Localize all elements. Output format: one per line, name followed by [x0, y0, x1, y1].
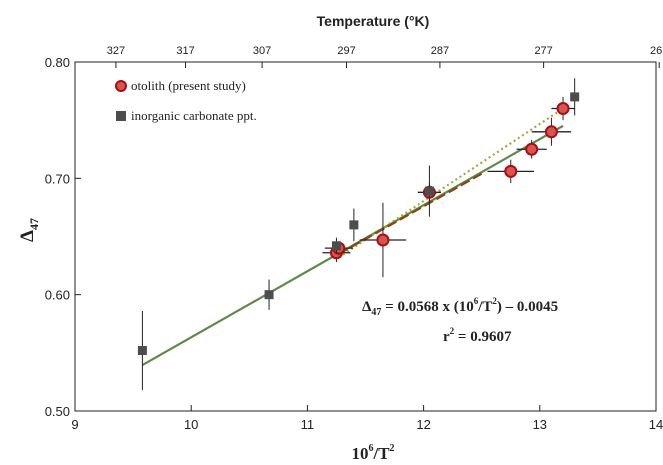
otolith-point: [504, 164, 518, 178]
r-squared-annotation: r2 = 0.9607: [443, 326, 512, 345]
inorganic-point: [424, 186, 434, 196]
axes: 9 10 11 12 13 14 0.50 0.60 0.70 0.80 327 317 307 297 2…: [45, 45, 663, 432]
x-tick-label: 9: [71, 417, 78, 432]
x-tick-label: 13: [533, 417, 547, 432]
y-axis-label: Δ47: [17, 218, 41, 242]
top-tick-label: 297: [337, 45, 355, 57]
top-tick-label: 307: [253, 45, 271, 57]
top-tick-label: 277: [534, 45, 552, 57]
fit-line-dotted: [338, 107, 564, 259]
y-tick-label: 0.70: [45, 171, 70, 186]
otolith-point: [525, 142, 539, 156]
equation-annotation: Δ47 = 0.0568 x (106/T2) – 0.0045: [362, 296, 558, 318]
plot-frame: [74, 61, 657, 412]
inorganic-point: [331, 241, 341, 251]
y-tick-label: 0.80: [45, 55, 70, 70]
legend-label-inorganic: inorganic carbonate ppt.: [131, 108, 257, 123]
fit-lines: [141, 107, 564, 367]
legend-circle-marker: [115, 80, 127, 92]
y-tick-label: 0.60: [45, 288, 70, 303]
inorganic-point: [137, 346, 147, 356]
x-tick-label: 14: [649, 417, 663, 432]
legend-item-inorganic: inorganic carbonate ppt.: [116, 108, 257, 123]
top-axis-title: Temperature (°K): [317, 13, 430, 29]
x-tick-label: 12: [416, 417, 430, 432]
inorganic-point: [264, 290, 274, 300]
top-tick-label: 287: [431, 45, 449, 57]
top-tick-label: 317: [176, 45, 194, 57]
top-tick-label: 327: [107, 45, 125, 57]
otolith-point: [544, 125, 558, 139]
legend-label-otolith: otolith (present study): [131, 78, 246, 93]
inorganic-point: [349, 220, 359, 230]
legend: otolith (present study) inorganic carbon…: [115, 78, 257, 123]
top-tick-label: 267: [650, 45, 663, 57]
x-axis-label: 106/T2: [351, 443, 394, 463]
otolith-point: [556, 102, 570, 116]
legend-item-otolith: otolith (present study): [115, 78, 246, 93]
x-tick-label: 10: [184, 417, 198, 432]
data-points: [137, 78, 580, 391]
inorganic-point: [570, 92, 580, 102]
otolith-point: [376, 233, 390, 247]
y-tick-label: 0.50: [45, 404, 70, 419]
legend-square-marker: [116, 111, 126, 121]
x-tick-label: 11: [301, 417, 315, 432]
